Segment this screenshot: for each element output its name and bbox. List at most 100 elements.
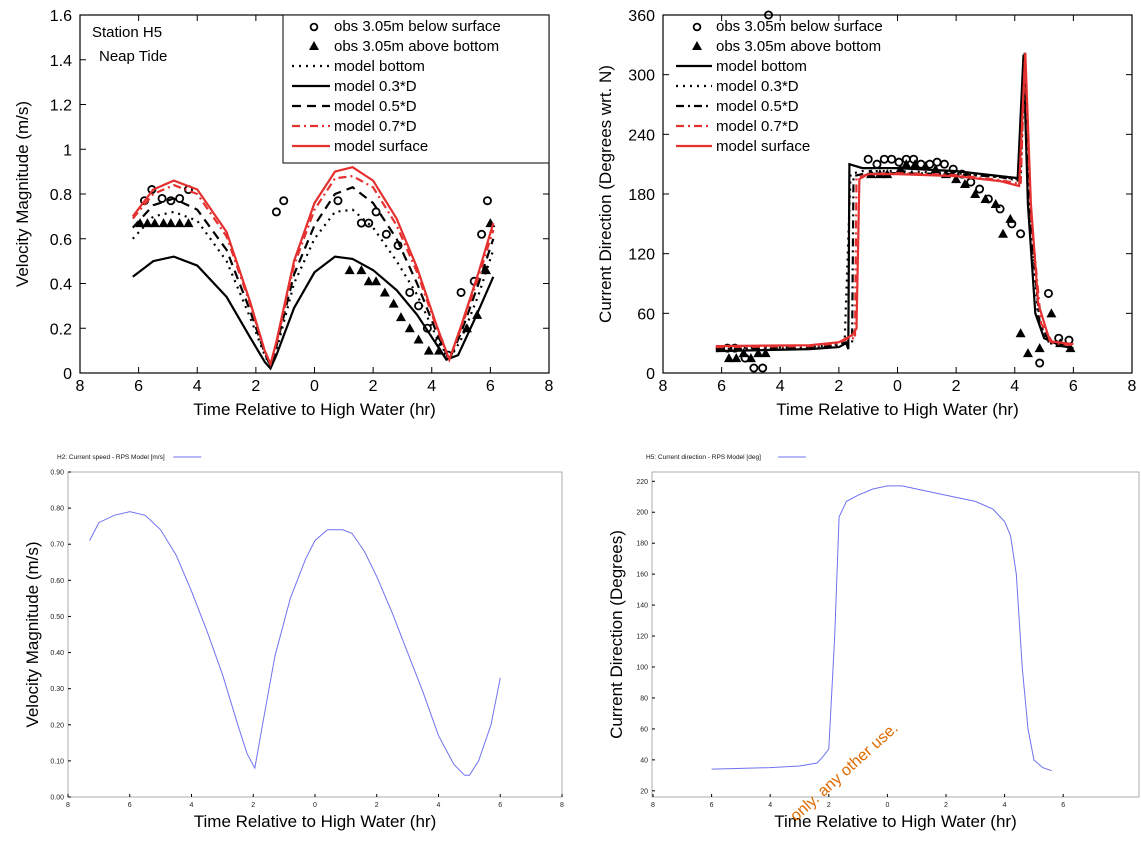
obs-point [760,348,771,358]
legend-label: model bottom [716,58,807,75]
legend-label: model 0.3*D [334,78,417,95]
x-tick-label: 2 [375,802,379,809]
obs-point [333,196,343,206]
x-tick-label: 0 [313,802,317,809]
y-tick-label: 20 [640,788,648,795]
y-tick-label: 0.30 [50,686,64,693]
series-line [131,166,495,368]
x-tick-label: 4 [768,802,772,809]
obs-point [1016,229,1026,239]
obs-point [165,218,176,228]
obs-point [1046,308,1057,318]
x-tick-label: 2 [944,802,948,809]
chart-3: 0.00 0.10 0.20 0.30 0.40 0.50 0.60 0.70 0.80 0.90… [23,454,564,831]
x-tick-label: 0 [310,378,319,395]
obs-point [381,229,391,239]
obs-point [920,161,931,171]
obs-point [995,204,1005,214]
y-tick-label: 120 [636,634,648,641]
x-tick-label: 6 [134,378,143,395]
x-tick-label: 6 [717,378,726,395]
obs-point [395,312,406,322]
obs-point [344,265,355,275]
x-tick-label: 4 [193,378,202,395]
obs-point [485,218,496,228]
y-tick-label: 0.60 [50,578,64,585]
obs-point [1005,213,1016,223]
y-tick-label: 0.8 [50,187,72,204]
y-axis-label: Current Direction (Degrees) [607,530,626,739]
obs-point [764,10,774,20]
obs-point [1015,328,1026,338]
obs-point [1022,348,1033,358]
obs-point [758,363,768,373]
obs-point [279,196,289,206]
y-tick-label: 180 [628,187,655,204]
obs-point [894,157,904,167]
obs-point [932,157,942,167]
legend-label: obs 3.05m below surface [716,18,883,35]
y-tick-label: 140 [636,603,648,610]
obs-point [970,189,981,198]
y-tick-label: 0.70 [50,542,64,549]
obs-point [174,218,185,228]
y-tick-label: 60 [640,726,648,733]
legend-label: obs 3.05m above bottom [334,38,499,55]
legend-label: obs 3.05m above bottom [716,38,881,55]
legend-label: obs 3.05m below surface [334,18,501,35]
obs-point [966,177,976,187]
obs-point [901,159,912,169]
series-line [715,52,1074,348]
obs-point [723,353,734,363]
y-tick-label: 0 [63,366,72,383]
obs-point [183,218,194,228]
x-tick-label: 2 [251,378,260,395]
obs-point [745,353,756,363]
legend-swatch [692,41,702,50]
y-tick-label: 1.4 [50,53,72,70]
x-tick-label: 2 [827,802,831,809]
obs-point [388,298,399,308]
x-tick-label: 0 [885,802,889,809]
obs-point [371,276,382,286]
x-tick-label: 4 [427,378,436,395]
plot-frame [67,471,563,798]
obs-point [879,154,889,164]
obs-point [980,193,991,203]
y-tick-label: 0.6 [50,232,72,249]
legend-label: model 0.5*D [334,98,417,115]
y-tick-label: 0.80 [50,506,64,513]
obs-point [951,174,962,184]
watermark-text: only. any other use. [787,720,901,825]
obs-point [405,287,415,297]
x-tick-label: 8 [560,802,564,809]
legend-label: model 0.7*D [716,118,799,135]
x-tick-label: 4 [776,378,785,395]
x-tick-label: 8 [76,378,85,395]
y-tick-label: 1.6 [50,8,72,25]
legend-box [282,14,550,164]
obs-point [364,218,374,228]
obs-point [158,218,169,228]
x-tick-label: 6 [1069,378,1078,395]
plot-frame [651,471,1140,798]
obs-point [939,159,949,169]
y-tick-label: 0.40 [50,650,64,657]
y-axis-label: Velocity Magnitude (m/s) [23,541,42,727]
x-tick-label: 2 [952,378,961,395]
y-tick-label: 1.2 [50,98,72,115]
y-tick-label: 200 [636,510,648,517]
y-tick-label: 360 [628,8,655,25]
obs-point [872,159,882,169]
x-tick-label: 8 [651,802,655,809]
x-tick-label: 6 [1061,802,1065,809]
y-tick-label: 0.00 [50,795,64,802]
y-tick-label: 0.10 [50,758,64,765]
x-tick-label: 2 [251,802,255,809]
x-tick-label: 4 [1003,802,1007,809]
series-line [132,255,495,371]
y-axis-label: Current Direction (Degrees wrt. N) [596,65,615,323]
obs-point [271,207,281,217]
x-tick-label: 4 [1010,378,1019,395]
